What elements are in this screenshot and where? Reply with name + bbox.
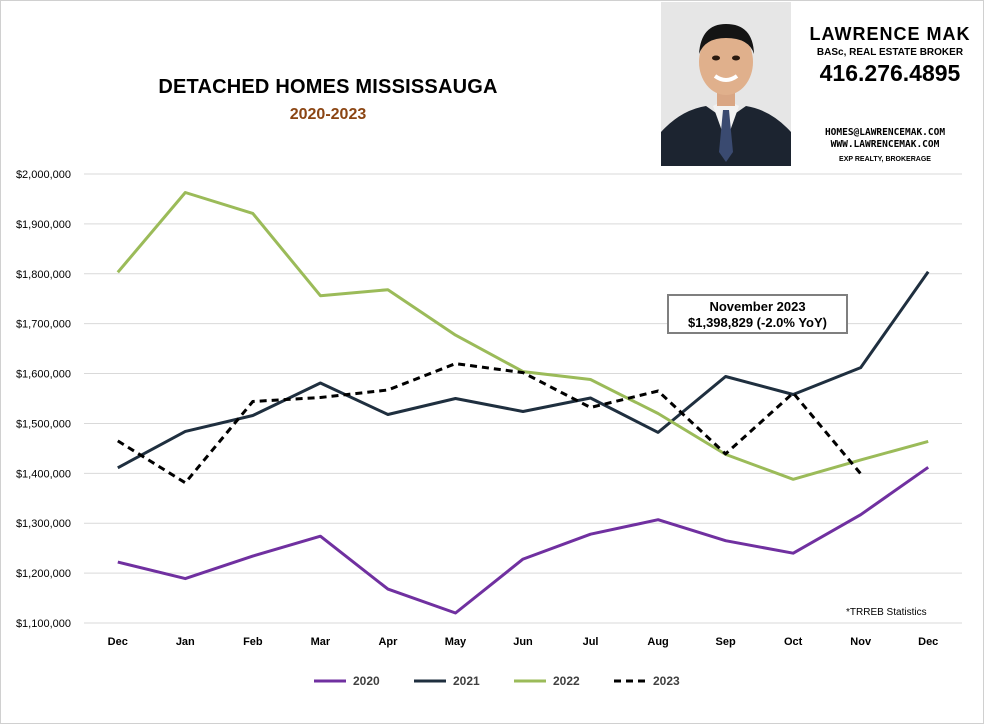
y-tick-label: $1,900,000 (16, 219, 71, 231)
broker-block: LAWRENCE MAK BASc, REAL ESTATE BROKER 41… (800, 24, 980, 87)
legend-label: 2023 (653, 674, 680, 688)
legend-label: 2021 (453, 674, 480, 688)
y-tick-label: $1,400,000 (16, 468, 71, 480)
legend: 2020 2021 2022 2023 (0, 674, 984, 694)
y-tick-label: $2,000,000 (16, 169, 71, 181)
legend-item-2022: 2022 (513, 674, 580, 688)
broker-portrait-icon (661, 2, 791, 166)
y-tick-label: $1,600,000 (16, 369, 71, 381)
legend-swatch (614, 679, 646, 683)
y-tick-label: $1,700,000 (16, 319, 71, 331)
x-tick-label: Sep (716, 636, 736, 648)
x-tick-label: Jun (513, 636, 533, 648)
legend-swatch (314, 679, 346, 683)
series-line-2023 (117, 362, 862, 485)
callout-line-2: $1,398,829 (-2.0% YoY) (688, 315, 827, 330)
legend-label: 2020 (353, 674, 380, 688)
x-tick-label: Oct (784, 636, 803, 648)
x-tick-label: Dec (918, 636, 938, 648)
x-tick-label: Jan (176, 636, 195, 648)
broker-photo (661, 2, 791, 166)
source-note: *TRREB Statistics (846, 607, 927, 618)
legend-swatch (414, 679, 446, 683)
y-axis: $1,100,000 $1,200,000 $1,300,000 $1,400,000… (16, 169, 71, 630)
broker-name: LAWRENCE MAK (809, 24, 971, 44)
legend-item-2020: 2020 (313, 674, 380, 688)
y-tick-label: $1,800,000 (16, 269, 71, 281)
y-tick-label: $1,500,000 (16, 418, 71, 430)
chart-subtitle: 2020-2023 (289, 106, 367, 123)
series-group (116, 191, 930, 615)
legend-item-2021: 2021 (413, 674, 480, 688)
legend-label: 2022 (553, 674, 580, 688)
x-tick-label: Aug (647, 636, 668, 648)
gridlines (84, 173, 962, 624)
series-line-2020 (117, 466, 930, 615)
chart-title: DETACHED HOMES MISSISSAUGA (158, 76, 498, 98)
y-tick-label: $1,300,000 (16, 518, 71, 530)
legend-swatch (514, 679, 546, 683)
series-line-2022 (116, 191, 929, 481)
x-tick-label: Dec (108, 636, 128, 648)
broker-website: WWW.LAWRENCEMAK.COM (830, 139, 940, 150)
x-tick-label: Nov (850, 636, 872, 648)
annotation-callout: November 2023 $1,398,829 (-2.0% YoY) (667, 294, 848, 334)
x-tick-label: Mar (311, 636, 331, 648)
x-tick-label: May (445, 636, 467, 648)
y-tick-label: $1,100,000 (16, 618, 71, 630)
broker-brokerage: EXP REALTY, BROKERAGE (839, 156, 931, 163)
legend-item-2023: 2023 (613, 674, 680, 688)
y-tick-label: $1,200,000 (16, 568, 71, 580)
x-tick-label: Jul (583, 636, 599, 648)
broker-credentials: BASc, REAL ESTATE BROKER (816, 47, 964, 58)
series-line-2021 (117, 270, 930, 470)
x-tick-label: Feb (243, 636, 263, 648)
x-tick-label: Apr (378, 636, 398, 648)
x-axis: Dec Jan Feb Mar Apr May Jun Jul Aug Sep Oct Nov Dec (108, 636, 939, 648)
broker-contact: HOMES@LAWRENCEMAK.COM WWW.LAWRENCEMAK.CO… (775, 127, 984, 166)
callout-line-1: November 2023 (709, 299, 806, 314)
broker-email: HOMES@LAWRENCEMAK.COM (824, 127, 946, 138)
broker-phone: 416.276.4895 (819, 60, 961, 86)
